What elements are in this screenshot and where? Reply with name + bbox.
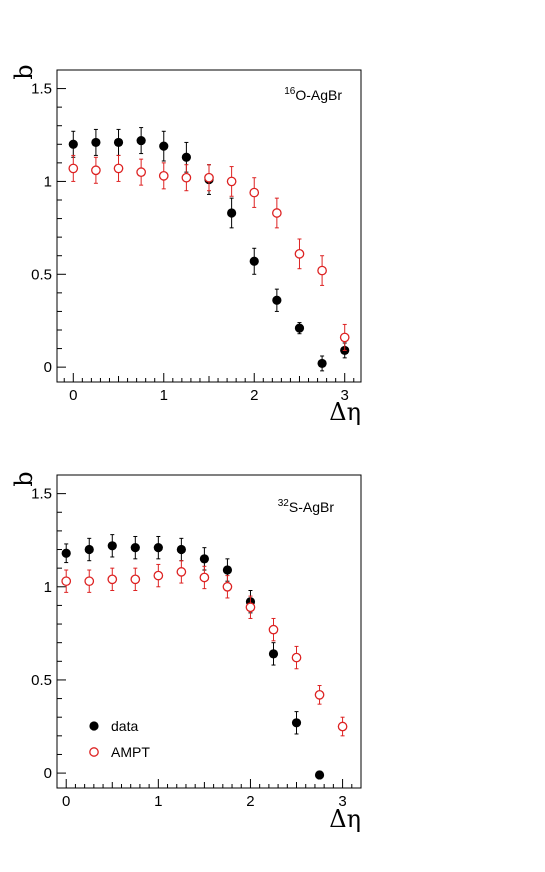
x-tick-label: 0 — [69, 387, 77, 404]
y-tick-label: 1.5 — [31, 81, 52, 98]
y-tick-label: 0 — [44, 359, 52, 376]
point-data — [222, 565, 233, 575]
label-text: S-AgBr — [289, 499, 334, 515]
point-data — [181, 152, 191, 162]
plot-frame — [56, 69, 362, 383]
point-ampt — [113, 163, 124, 174]
x-tick-label: 2 — [250, 387, 258, 404]
point-ampt — [68, 163, 79, 174]
point-data — [61, 548, 71, 558]
point-data — [107, 541, 117, 551]
label-superscript: 32 — [278, 498, 290, 509]
point-ampt — [268, 624, 279, 635]
point-ampt — [337, 721, 348, 732]
point-ampt — [272, 208, 282, 218]
point-data — [130, 543, 140, 553]
point-ampt — [291, 652, 302, 663]
y-tick-label: 1 — [44, 173, 52, 190]
y-tick-label: 0 — [44, 765, 52, 782]
point-ampt — [130, 574, 141, 585]
point-data — [317, 358, 327, 369]
point-data — [176, 544, 186, 555]
point-ampt — [294, 249, 305, 259]
legend-marker-ampt — [89, 747, 99, 757]
axis-ticks: 0 1 2 3 0 0.5 1 1.5 — [31, 69, 355, 404]
legend: data AMPT — [89, 718, 150, 760]
point-ampt — [199, 572, 210, 583]
point-ampt — [226, 176, 237, 187]
legend-label-data: data — [111, 718, 138, 734]
data-marks — [61, 534, 348, 780]
x-axis-title: Δη — [329, 398, 361, 426]
panel-label: 32S-AgBr — [278, 498, 335, 515]
point-data — [84, 544, 94, 555]
x-tick-label: 0 — [62, 793, 70, 810]
point-data — [227, 208, 237, 218]
point-data — [91, 137, 101, 148]
x-axis-title: Δη — [329, 805, 361, 833]
x-tick-label: 1 — [160, 387, 168, 404]
y-axis-title: b — [10, 64, 38, 79]
point-data — [113, 137, 124, 148]
point-data — [268, 649, 279, 659]
panel-16o-agbr: 0 1 2 3 0 0.5 1 1.5 Δη b 16O-AgBr — [10, 64, 362, 426]
point-data — [272, 295, 282, 305]
x-tick-label: 3 — [341, 387, 349, 404]
panel-32s-agbr: 0 1 2 3 0 0.5 1 1.5 Δη b 32S-AgBr — [10, 471, 362, 833]
point-data — [314, 770, 325, 780]
y-axis-title: b — [10, 471, 38, 486]
point-data — [153, 543, 163, 553]
point-ampt — [314, 689, 325, 700]
point-ampt — [245, 602, 256, 613]
point-ampt — [339, 332, 350, 343]
point-ampt — [158, 171, 169, 181]
label-text: O-AgBr — [295, 87, 342, 103]
label-superscript: 16 — [284, 86, 296, 97]
point-data — [294, 323, 305, 333]
x-tick-label: 2 — [246, 793, 254, 810]
point-ampt — [91, 165, 101, 176]
y-tick-label: 0.5 — [31, 672, 52, 689]
point-data — [136, 135, 146, 146]
point-ampt — [84, 576, 95, 587]
point-ampt — [204, 172, 214, 183]
point-data — [68, 139, 78, 149]
legend-marker-data — [89, 721, 99, 731]
point-ampt — [107, 574, 118, 585]
x-tick-label: 1 — [154, 793, 162, 810]
point-ampt — [222, 581, 233, 592]
point-ampt — [249, 187, 260, 198]
point-ampt — [153, 570, 164, 581]
y-tick-label: 0.5 — [31, 266, 52, 283]
point-data — [199, 554, 209, 564]
data-marks — [68, 127, 350, 372]
point-ampt — [181, 172, 192, 183]
point-ampt — [317, 265, 327, 276]
y-tick-label: 1.5 — [31, 486, 52, 503]
point-ampt — [176, 567, 187, 577]
legend-label-ampt: AMPT — [111, 744, 150, 760]
panel-label: 16O-AgBr — [284, 86, 342, 103]
point-data — [159, 141, 169, 151]
y-tick-label: 1 — [44, 579, 52, 596]
point-data — [249, 256, 259, 266]
point-ampt — [136, 167, 146, 177]
point-ampt — [61, 576, 72, 587]
plot-frame — [56, 474, 362, 789]
x-tick-label: 3 — [338, 793, 346, 810]
axis-ticks: 0 1 2 3 0 0.5 1 1.5 — [31, 474, 362, 810]
point-data — [291, 718, 302, 728]
